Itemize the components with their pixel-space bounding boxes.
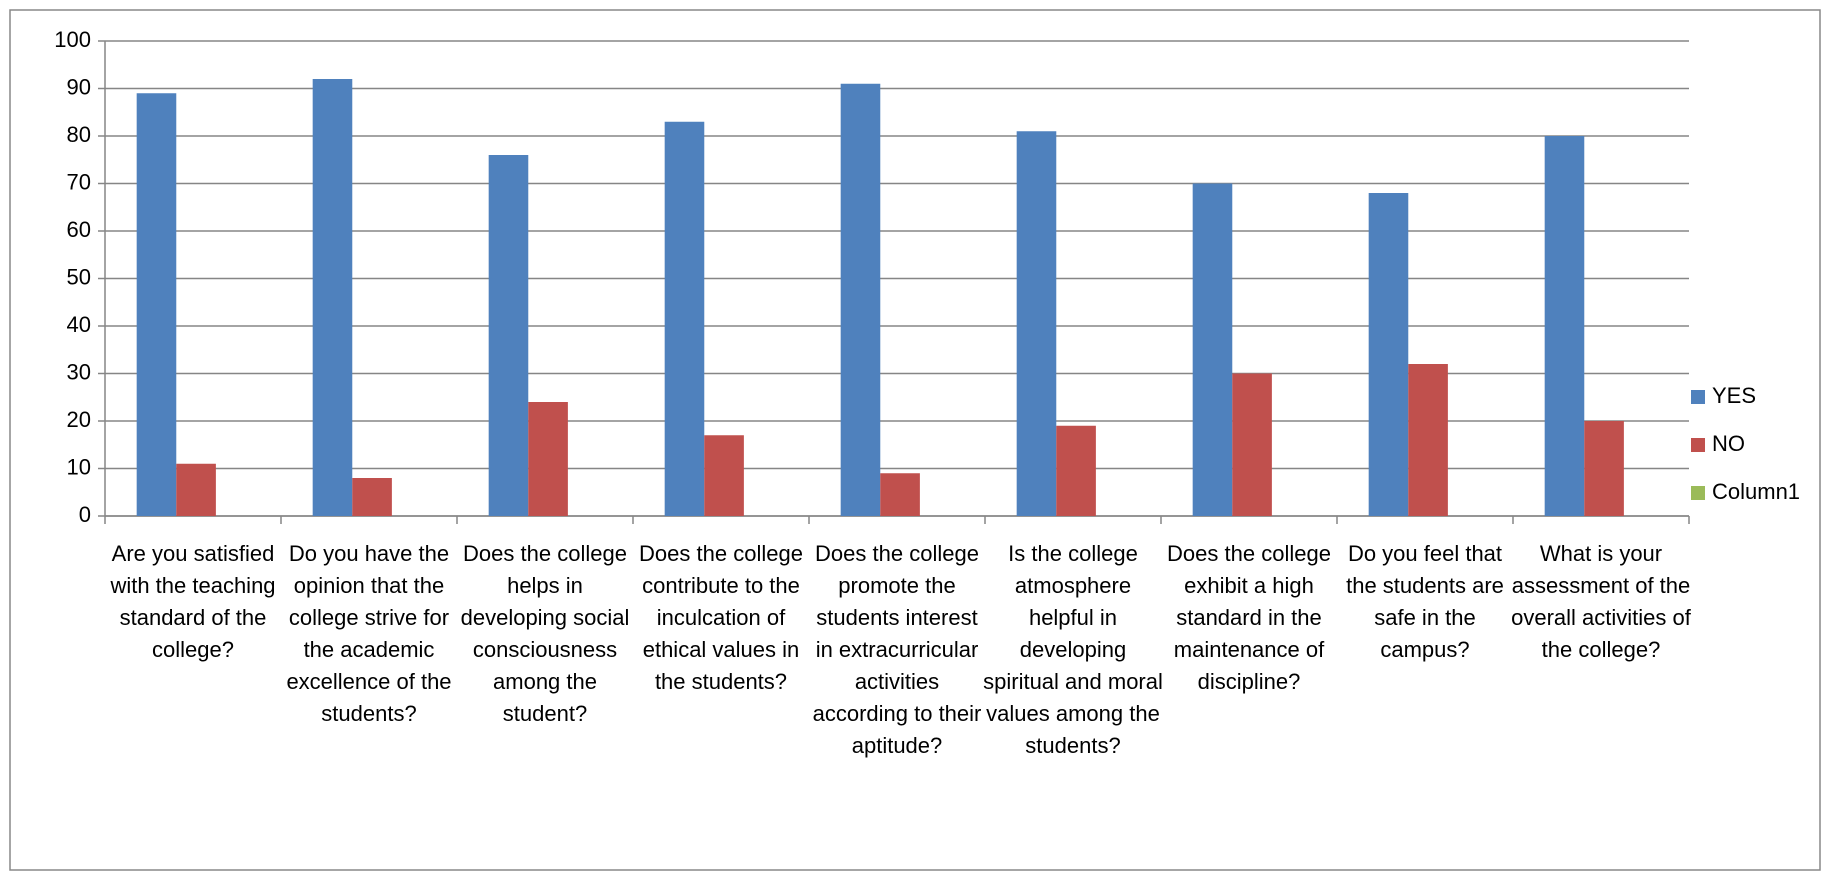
x-tick-label: Does the college promote the students in… <box>812 541 982 758</box>
bar <box>1192 183 1233 516</box>
bar <box>136 93 177 516</box>
bar <box>664 121 705 516</box>
legend-label: NO <box>1712 431 1745 456</box>
y-tick-label: 40 <box>67 312 91 337</box>
chart-frame <box>9 9 1821 871</box>
bar <box>528 402 568 516</box>
bar <box>176 463 216 516</box>
x-tick-label: Do you have the opinion that the college… <box>286 541 452 726</box>
bar <box>1584 421 1624 516</box>
bar <box>1368 193 1409 516</box>
x-tick-label: Does the college helps in developing soc… <box>460 541 630 726</box>
y-tick-label: 70 <box>67 169 91 194</box>
legend-label: Column1 <box>1712 479 1800 504</box>
x-tick-label: Does the college exhibit a high standard… <box>1167 541 1331 694</box>
x-tick-label: Do you feel that the students are safe i… <box>1346 541 1504 662</box>
y-tick-label: 50 <box>67 264 91 289</box>
bar <box>1408 364 1448 516</box>
bar <box>312 79 353 516</box>
bar <box>1016 131 1057 516</box>
x-tick-label: Does the college contribute to the incul… <box>639 541 803 694</box>
bar <box>352 478 392 516</box>
x-tick-label: What is your assessment of the overall a… <box>1511 541 1691 662</box>
y-tick-label: 100 <box>54 27 91 52</box>
legend-swatch <box>1691 486 1705 500</box>
y-tick-label: 60 <box>67 217 91 242</box>
bar <box>488 155 529 516</box>
y-tick-label: 30 <box>67 359 91 384</box>
bar <box>880 473 920 516</box>
y-tick-label: 20 <box>67 407 91 432</box>
y-tick-label: 80 <box>67 122 91 147</box>
y-tick-label: 90 <box>67 74 91 99</box>
legend-label: YES <box>1712 383 1756 408</box>
y-tick-label: 0 <box>79 502 91 527</box>
x-tick-label: Is the college atmosphere helpful in dev… <box>983 541 1163 758</box>
legend-swatch <box>1691 390 1705 404</box>
bar <box>1232 373 1272 516</box>
y-tick-label: 10 <box>67 454 91 479</box>
bar <box>1544 136 1585 516</box>
legend-swatch <box>1691 438 1705 452</box>
x-tick-label: Are you satisfied with the teaching stan… <box>110 541 276 662</box>
bar <box>704 435 744 516</box>
bar <box>840 83 881 516</box>
bar <box>1056 425 1096 516</box>
